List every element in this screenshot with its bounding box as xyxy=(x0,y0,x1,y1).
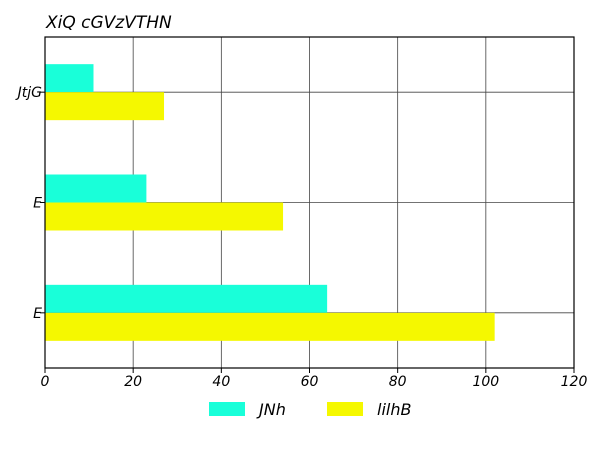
bar-lilhB xyxy=(45,312,495,341)
x-axis-ticks: 0 20 40 60 80 100 120 xyxy=(41,368,588,390)
legend: JNh lilhB xyxy=(209,400,411,419)
legend-swatch xyxy=(327,402,363,416)
x-tick-label: 80 xyxy=(389,374,407,390)
legend-label: lilhB xyxy=(377,400,411,419)
bar-JNh xyxy=(45,174,147,203)
bar-lilhB xyxy=(45,202,284,231)
x-tick-label: 60 xyxy=(301,374,319,390)
bar-JNh xyxy=(45,64,94,93)
y-axis-ticks: JtjG E E xyxy=(15,85,45,322)
legend-label: JNh xyxy=(256,400,286,419)
x-tick-label: 0 xyxy=(41,374,50,390)
y-tick-label: E xyxy=(33,306,42,322)
bar-lilhB xyxy=(45,92,165,121)
bars xyxy=(45,64,495,341)
bar-JNh xyxy=(45,284,328,313)
legend-swatch xyxy=(209,402,245,416)
x-tick-label: 100 xyxy=(472,374,499,390)
y-tick-label: JtjG xyxy=(15,85,43,101)
chart-title: XiQ cGVzVTHN xyxy=(45,13,172,33)
x-tick-label: 20 xyxy=(124,374,142,390)
x-tick-label: 40 xyxy=(212,374,230,390)
y-tick-label: E xyxy=(33,196,42,212)
x-tick-label: 120 xyxy=(561,374,588,390)
